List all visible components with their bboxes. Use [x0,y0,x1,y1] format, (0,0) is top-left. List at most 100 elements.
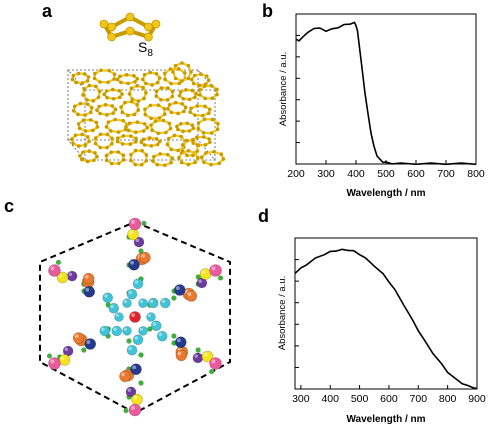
navy-atom [84,338,97,350]
pink-atom [128,217,142,231]
green-atom [46,353,52,359]
purple-atom-highlight [194,354,198,358]
crystal-atom [150,128,154,133]
crystal-atom [134,139,138,144]
crystal-atom [136,108,141,112]
cyan-atom [111,325,123,337]
crystal-atom [169,147,174,152]
cyan-atom [138,326,148,336]
crystal-atom [82,72,87,76]
crystal-atom [155,162,160,167]
crystal-atom [132,74,136,78]
crystal-atom [143,107,147,112]
crystal-atom [74,80,78,85]
cyan-atom-highlight [101,327,105,331]
crystal-atom [166,107,170,111]
crystal-atom [135,102,139,107]
purple-atom [66,270,78,282]
crystal-atom [217,161,222,166]
crystal-atom [170,94,175,99]
crystal-atom [129,99,134,104]
crystal-atom [145,125,150,130]
crystal-atom [221,157,226,161]
s8-molecule: S8 [99,12,161,59]
crystal-atom [110,141,114,146]
cyan-atom-highlight [110,304,114,309]
crystal-atom [142,72,147,77]
chart-d-xtick-label: 300 [292,393,310,405]
crystal-atom [180,61,184,65]
yellow-atom-highlight [58,273,63,278]
crystal-atom [204,74,209,78]
chart-d-xtick-label: 500 [351,393,369,405]
crystal-atom [110,136,114,141]
crystal-atom [198,93,202,97]
crystal-atom [150,83,154,87]
green-atom [123,408,129,414]
navy-atom-highlight [130,260,134,265]
crystal-atom [171,70,175,74]
crystal-atom [199,155,204,160]
crystal-atom [104,125,109,129]
crystal-atom [173,63,178,68]
crystal-atom [142,122,147,126]
cyan-atom [132,334,144,346]
crystal-atom [193,113,197,117]
crystal-atom [195,135,199,140]
crystal-atom [149,123,153,127]
crystal-atom [208,140,212,145]
crystal-atom [98,132,103,137]
crystal-atom [167,103,172,107]
crystal-atom [97,104,101,109]
purple-atom-highlight [64,347,69,351]
crystal-atom [95,154,99,159]
cyan-atom [114,312,124,322]
chart-b-frame [295,13,477,165]
crystal-atom [95,125,100,129]
crystal-atom [87,139,91,144]
navy-atom [174,336,187,349]
crystal-atom [209,131,214,135]
crystal-atom [155,80,160,85]
cyan-atom [159,297,171,309]
crystal-atom [76,71,81,76]
purple-atom-highlight [127,388,131,392]
green-atom [138,352,144,358]
pink-atom-highlight [130,405,135,410]
green-atom [55,259,61,265]
crystal-atom [99,68,103,73]
pink-atom-highlight [50,266,55,271]
chart-d-frame [294,237,478,390]
crystal-atom [203,143,208,147]
crystal-atom [133,148,138,153]
crystal-atom [188,110,192,114]
pink-atom [209,264,222,277]
pink-atom [128,403,142,417]
crystal-atom [112,77,116,81]
crystal-atom [195,149,200,153]
s8-atom [143,22,153,32]
crystal-atom [179,134,183,139]
cyan-atom [146,312,156,322]
cyan-atom [108,302,120,314]
crystal-atom [135,77,140,81]
crystal-atom [215,127,220,132]
crystal-atom [149,144,154,148]
orange-atom-highlight [187,292,192,297]
panel-d-label: d [258,206,269,226]
navy-atom [130,363,142,376]
crystal-atom [179,160,184,165]
crystal-atom [93,71,97,76]
crystal-atom [117,95,122,100]
yellow-atom-highlight [133,395,137,400]
crystal-atom [165,98,170,102]
crystal-atom [154,137,159,141]
crystal-atom [142,96,146,101]
crystal-atom [124,125,128,129]
purple-atom-highlight [68,272,73,277]
crystal-atom [165,152,170,157]
crystal-atom [88,118,93,122]
crystal-atom [180,79,184,83]
orange-atom [72,332,85,344]
crystal-atom [206,78,211,83]
